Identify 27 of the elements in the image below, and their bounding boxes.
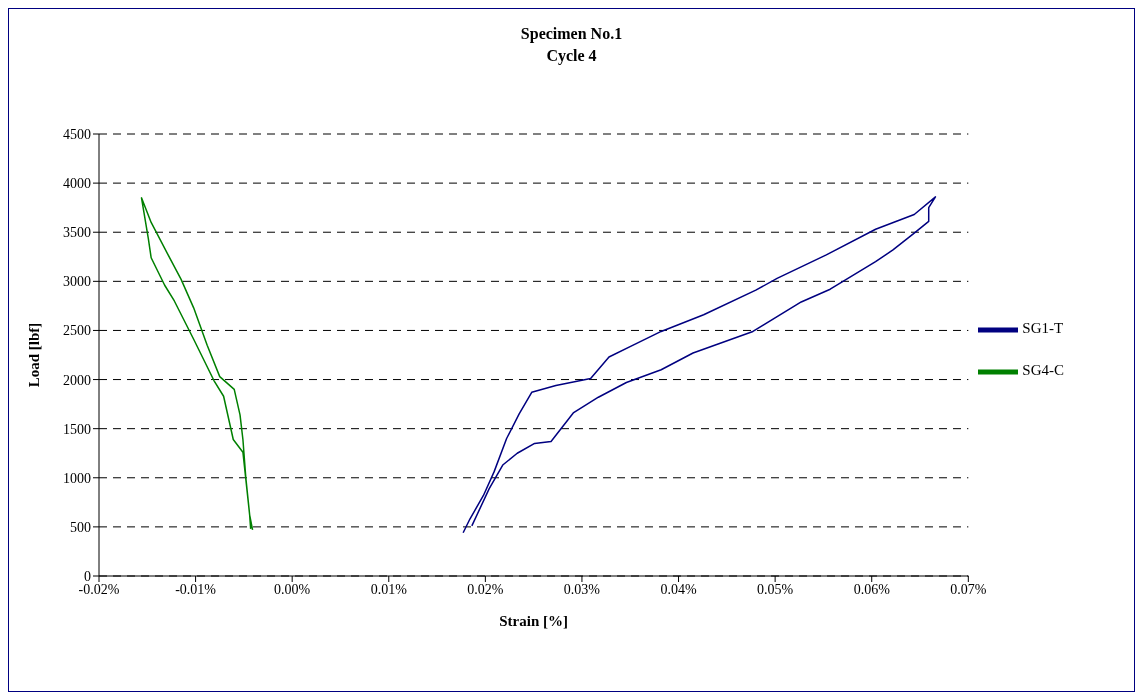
- y-tick-label: 500: [70, 519, 91, 535]
- x-tick-label: 0.05%: [757, 581, 794, 597]
- x-axis-title: Strain [%]: [499, 613, 569, 629]
- y-tick-label: 4000: [63, 176, 91, 192]
- y-tick-label: 4500: [63, 126, 91, 142]
- x-tick-label: 0.04%: [660, 581, 697, 597]
- y-tick-label: 2000: [63, 372, 91, 388]
- legend-label: SG1-T: [1022, 320, 1064, 337]
- y-tick-label: 2500: [63, 323, 91, 339]
- y-tick-label: 3500: [63, 225, 91, 241]
- x-tick-label: 0.01%: [370, 581, 408, 597]
- x-tick-label: 0.06%: [853, 581, 891, 597]
- line-series: [140, 197, 254, 531]
- x-tick-label: -0.01%: [175, 581, 217, 597]
- x-tick-label: 0.00%: [274, 581, 311, 597]
- x-tick-label: -0.02%: [78, 581, 120, 597]
- y-tick-label: 3000: [63, 274, 91, 290]
- y-tick-label: 0: [84, 568, 91, 584]
- chart-title: Specimen No.1 Cycle 4: [519, 24, 624, 67]
- y-tick-label: 1500: [63, 421, 91, 437]
- x-tick-label: 0.07%: [950, 581, 987, 597]
- line-series: [462, 196, 937, 534]
- x-tick-label: 0.03%: [563, 581, 601, 597]
- legend-label: SG4-C: [1022, 362, 1064, 378]
- x-tick-label: 0.02%: [467, 581, 504, 597]
- y-tick-label: 1000: [63, 470, 91, 486]
- y-axis-title: Load [lbf]: [26, 322, 43, 388]
